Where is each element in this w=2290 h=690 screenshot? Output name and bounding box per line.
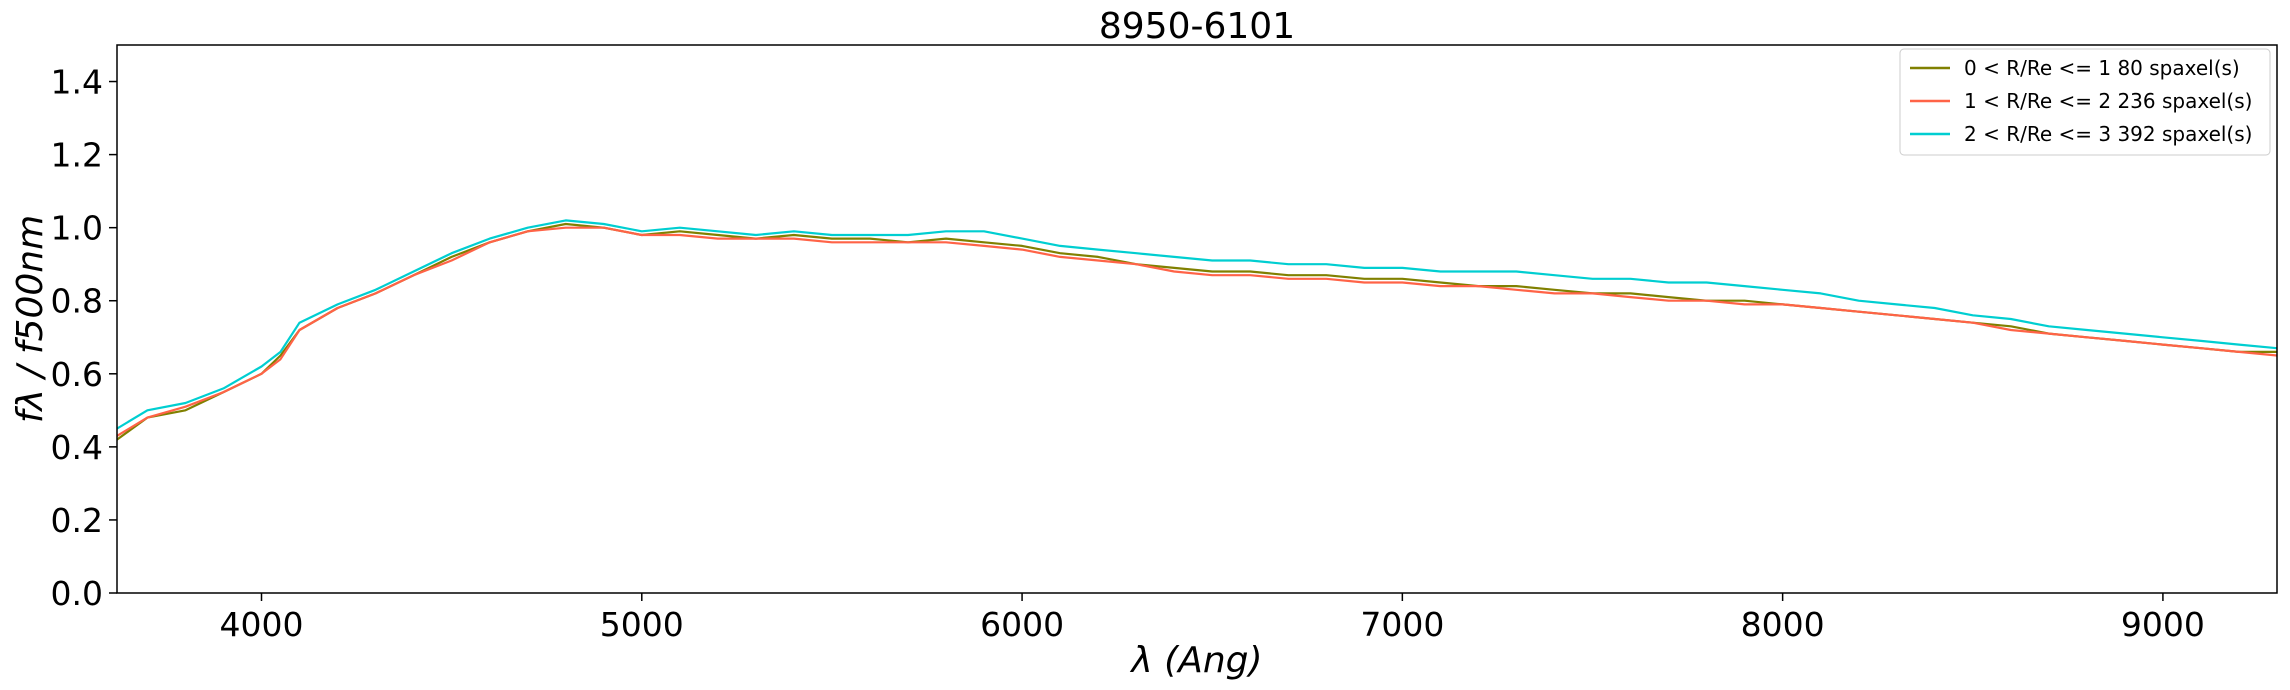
y-tick-label: 0.4 (51, 428, 103, 467)
y-tick-label: 1.4 (51, 63, 103, 102)
plot-frame (116, 44, 2278, 594)
series-line-2 (117, 226, 2277, 437)
series-layer (117, 219, 2277, 441)
x-tick-label: 8000 (1741, 605, 1825, 644)
legend-label: 0 < R/Re <= 1 80 spaxel(s) (1964, 56, 2240, 80)
y-tick-label: 1.2 (51, 136, 103, 175)
chart-title: 8950-6101 (1099, 6, 1295, 47)
legend-label: 1 < R/Re <= 2 236 spaxel(s) (1964, 89, 2252, 113)
y-tick-label: 1.0 (51, 209, 103, 248)
x-tick-label: 6000 (980, 605, 1064, 644)
x-axis: 4000 5000 6000 7000 8000 9000 (220, 593, 2205, 644)
x-tick-label: 4000 (220, 605, 304, 644)
y-tick-label: 0.6 (51, 355, 103, 394)
legend: 0 < R/Re <= 1 80 spaxel(s) 1 < R/Re <= 2 … (1899, 48, 2271, 156)
x-tick-label: 7000 (1360, 605, 1444, 644)
legend-box (1899, 48, 2271, 156)
legend-label: 2 < R/Re <= 3 392 spaxel(s) (1964, 122, 2252, 146)
x-axis-title: λ (Ang) (1129, 640, 1262, 681)
x-tick-label: 9000 (2121, 605, 2205, 644)
y-axis: 0.0 0.2 0.4 0.6 0.8 1.0 1.2 1.4 (51, 63, 117, 613)
y-tick-label: 0.2 (51, 501, 103, 540)
y-axis-title: fλ / f500nm (10, 215, 51, 423)
y-tick-label: 0.8 (51, 282, 103, 321)
x-tick-label: 5000 (600, 605, 684, 644)
series-line-3 (117, 219, 2277, 430)
y-tick-label: 0.0 (51, 574, 103, 613)
